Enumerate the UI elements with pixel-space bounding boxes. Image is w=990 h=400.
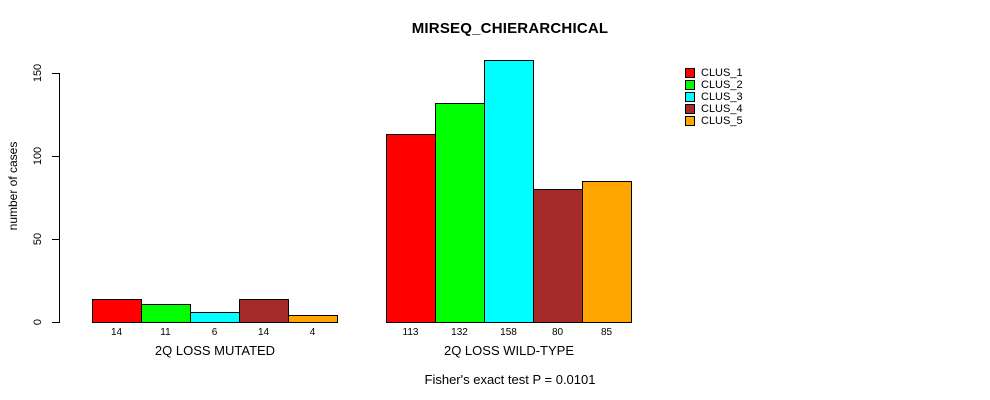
legend-label: CLUS_2 [701, 79, 743, 91]
chart-title: MIRSEQ_CHIERARCHICAL [411, 20, 609, 37]
bar-clus_2-wild-type [435, 103, 485, 323]
bar-clus_1-mutated [92, 299, 142, 323]
bar-value-label: 158 [500, 327, 517, 338]
y-tick-mark [52, 156, 59, 157]
x-group-label-mutated: 2Q LOSS MUTATED [154, 343, 276, 358]
y-tick-mark [52, 73, 59, 74]
bar-value-label: 4 [309, 327, 316, 338]
y-axis-label: number of cases [6, 141, 20, 231]
bar-value-label: 80 [551, 327, 564, 338]
x-group-label-wild-type: 2Q LOSS WILD-TYPE [443, 343, 575, 358]
y-tick-label: 50 [32, 232, 44, 246]
legend-swatch [685, 80, 695, 90]
legend-label: CLUS_5 [701, 115, 743, 127]
bar-value-label: 6 [211, 327, 218, 338]
y-tick-label: 100 [32, 146, 44, 166]
bar-value-label: 11 [160, 327, 171, 338]
legend-label: CLUS_3 [701, 91, 743, 103]
fisher-test-annotation: Fisher's exact test P = 0.0101 [424, 372, 596, 387]
bar-value-label: 132 [451, 327, 468, 338]
y-axis-line [59, 73, 60, 323]
y-tick-mark [52, 239, 59, 240]
legend-row-clus_2: CLUS_2 [685, 79, 743, 91]
legend-row-clus_3: CLUS_3 [685, 91, 743, 103]
legend-swatch [685, 104, 695, 114]
bar-clus_3-mutated [190, 312, 240, 323]
legend-row-clus_5: CLUS_5 [685, 115, 743, 127]
legend: CLUS_1 CLUS_2 CLUS_3 CLUS_4 CLUS_5 [685, 67, 743, 127]
bar-clus_4-wild-type [533, 189, 583, 323]
legend-swatch [685, 116, 695, 126]
legend-label: CLUS_4 [701, 103, 743, 115]
legend-label: CLUS_1 [701, 67, 743, 79]
bar-value-label: 14 [110, 327, 123, 338]
legend-row-clus_1: CLUS_1 [685, 67, 743, 79]
y-tick-label: 0 [32, 318, 44, 326]
legend-swatch [685, 92, 695, 102]
bar-value-label: 113 [402, 327, 419, 338]
bar-clus_5-mutated [288, 315, 338, 323]
y-tick-mark [52, 322, 59, 323]
bar-value-label: 14 [257, 327, 270, 338]
legend-row-clus_4: CLUS_4 [685, 103, 743, 115]
bar-clus_1-wild-type [386, 134, 436, 323]
bar-clus_2-mutated [141, 304, 191, 323]
bar-clus_3-wild-type [484, 60, 534, 323]
y-tick-label: 150 [32, 63, 44, 83]
bar-value-label: 85 [600, 327, 613, 338]
bar-clus_4-mutated [239, 299, 289, 323]
bar-clus_5-wild-type [582, 181, 632, 323]
legend-swatch [685, 68, 695, 78]
